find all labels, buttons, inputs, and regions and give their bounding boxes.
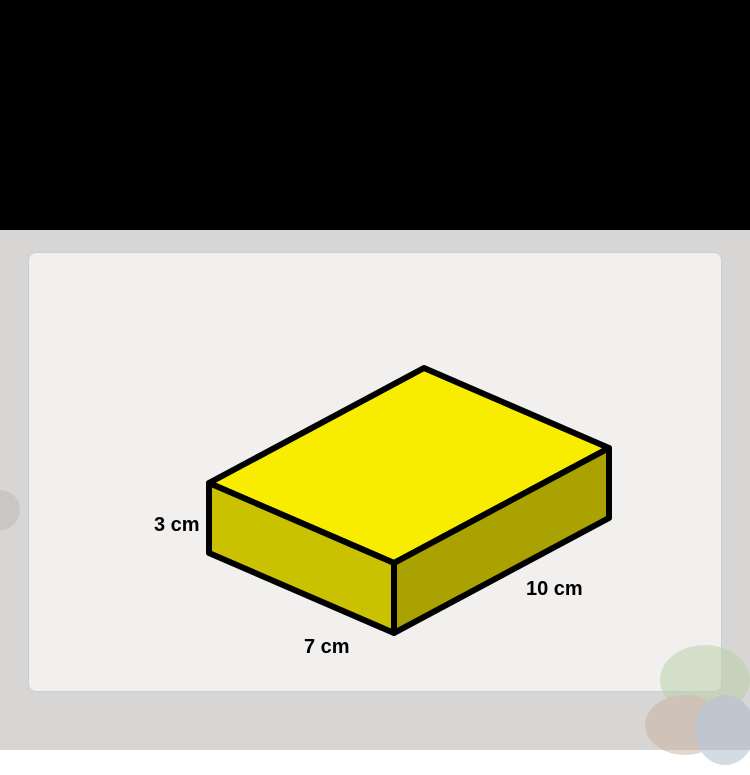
top-black-bar (0, 0, 750, 230)
watermark-shape (625, 630, 750, 770)
diagram-card: 3 cm 7 cm 10 cm (28, 252, 722, 692)
height-label: 3 cm (154, 514, 200, 537)
width-label: 7 cm (304, 636, 350, 659)
nav-circle-left (0, 490, 20, 530)
content-area: 3 cm 7 cm 10 cm (0, 230, 750, 750)
prism-figure: 3 cm 7 cm 10 cm (79, 238, 659, 663)
length-label: 10 cm (526, 578, 583, 601)
